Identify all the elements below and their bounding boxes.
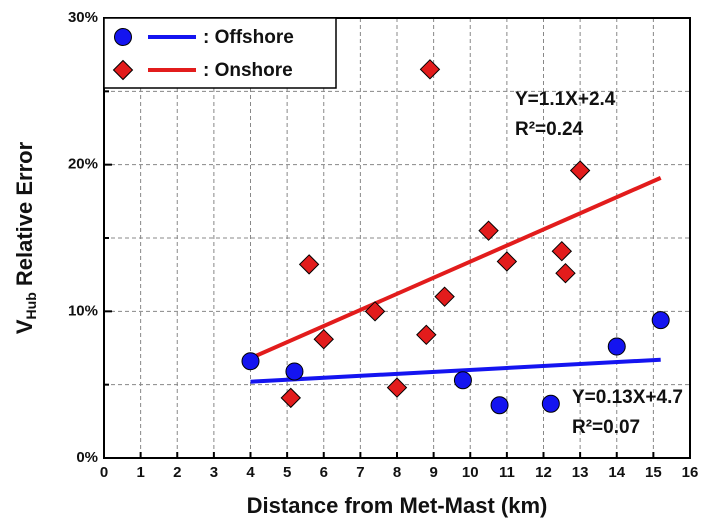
point [298, 254, 320, 275]
point [490, 396, 509, 415]
fit-equation: Y=0.13X+4.7 [572, 387, 683, 408]
point [364, 301, 386, 322]
point [434, 286, 455, 307]
x-tick-label: 11 [499, 464, 515, 481]
x-tick-label: 1 [136, 464, 144, 481]
fit-line [249, 176, 662, 361]
point [419, 59, 441, 80]
x-tick-label: 15 [645, 464, 662, 481]
fit-equation: Y=1.1X+2.4 [515, 89, 616, 110]
y-title-main: V [12, 319, 37, 334]
legend-marker [114, 28, 132, 46]
x-tick-label: 16 [682, 464, 699, 481]
x-tick-label: 7 [356, 464, 364, 481]
y-axis-title: VHub Relative Error [12, 141, 39, 334]
point [285, 362, 304, 381]
point [651, 311, 670, 330]
x-axis-title: Distance from Met-Mast (km) [247, 493, 548, 518]
x-tick-label: 5 [283, 464, 291, 481]
fit-r2: R²=0.07 [572, 417, 640, 438]
point [313, 328, 334, 350]
point [241, 352, 260, 371]
point [569, 160, 591, 181]
point [541, 394, 560, 413]
x-tick-label: 3 [210, 464, 218, 481]
x-tick-label: 14 [608, 464, 625, 481]
point [478, 220, 499, 241]
x-tick-label: 2 [173, 464, 181, 481]
x-tick-label: 12 [535, 464, 552, 481]
y-title-sub: Hub [23, 292, 39, 319]
point [386, 377, 408, 398]
point [607, 337, 626, 356]
legend-label: : Onshore [203, 60, 293, 81]
point [453, 371, 472, 390]
fit-line [250, 357, 661, 384]
x-tick-label: 10 [462, 464, 479, 481]
x-tick-label: 0 [100, 464, 108, 481]
y-title-rest: Relative Error [12, 141, 37, 292]
fit-r2: R²=0.24 [515, 119, 584, 140]
point [496, 251, 518, 272]
x-tick-label: 9 [429, 464, 437, 481]
point [280, 387, 301, 409]
legend-marker [112, 59, 134, 81]
plot-frame [103, 17, 691, 459]
x-tick-label: 8 [393, 464, 401, 481]
legend-label: : Offshore [203, 27, 294, 48]
y-tick-label: 10% [68, 302, 98, 319]
point [555, 262, 576, 284]
point [551, 240, 573, 262]
y-tick-label: 0% [76, 449, 98, 466]
point [416, 324, 437, 346]
x-tick-label: 6 [320, 464, 328, 481]
y-tick-label: 20% [68, 156, 98, 173]
x-tick-label: 4 [246, 464, 255, 481]
legend-box [103, 17, 337, 89]
x-tick-label: 13 [572, 464, 589, 481]
y-tick-label: 30% [68, 9, 98, 26]
